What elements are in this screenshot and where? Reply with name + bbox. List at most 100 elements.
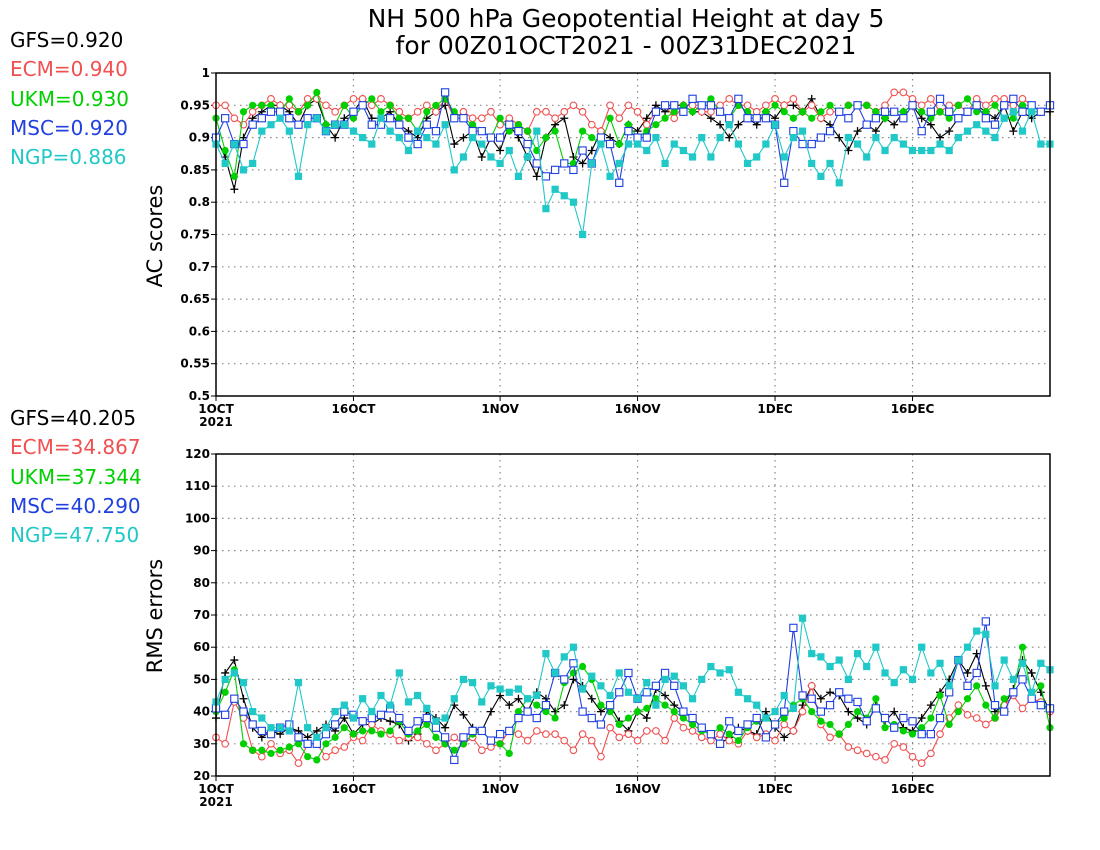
ac-ngp-point (927, 146, 935, 155)
rms-ukm-point (716, 724, 724, 732)
rms-ecm-point (908, 752, 917, 761)
ac-msc-point (1027, 101, 1036, 110)
ac-gfs-point (569, 152, 578, 161)
ac-ukm-point (304, 101, 312, 109)
ac-ecm-point (807, 101, 816, 110)
rms-ngp-point (368, 708, 376, 716)
ac-ngp-point (404, 146, 413, 155)
rms-msc-point (734, 726, 743, 736)
rms-msc-point (660, 668, 670, 678)
ac-msc-point (532, 159, 541, 168)
rms-msc-point (807, 694, 816, 703)
ac-ecm-point (606, 101, 614, 110)
ac-msc-point (1000, 101, 1009, 110)
rms-ngp-point (817, 653, 825, 661)
ac-ngp-point (432, 140, 440, 148)
rms-ukm-point (945, 720, 953, 729)
ac-ecm-point (826, 107, 834, 116)
rms-ngp-point (963, 643, 972, 651)
ac-ukm-point (294, 108, 303, 116)
ac-ngp-point (743, 159, 752, 168)
ac-ngp-point (835, 179, 843, 187)
rms-gfs-point (963, 668, 972, 677)
rms-msc-point (890, 723, 899, 732)
rms-ukm-point (1000, 695, 1008, 703)
rms-ngp-point (753, 701, 761, 709)
ac-x-tick-label: 16DEC (891, 402, 935, 416)
rms-gfs-point (486, 707, 495, 716)
ac-ukm-point (469, 121, 477, 129)
rms-ecm-point (615, 733, 624, 742)
ac-ngp-point (734, 140, 742, 148)
ac-ngp-point (377, 114, 385, 122)
ac-msc-point (523, 139, 532, 149)
ac-gfs-point (716, 120, 725, 129)
ac-ukm-point (954, 101, 962, 109)
ac-ngp-point (817, 172, 825, 180)
ac-ngp-point (1018, 127, 1027, 135)
ac-ngp-point (267, 121, 275, 129)
ac-gfs-point (477, 152, 486, 161)
rms-gfs-point (459, 710, 468, 719)
rms-x-tick-label: 16DEC (891, 782, 935, 796)
rms-ecm-point (872, 752, 880, 761)
ac-ukm-point (230, 172, 238, 180)
ac-ngp-point (230, 140, 238, 148)
ac-msc-point (816, 133, 826, 142)
rms-msc-point (926, 729, 936, 739)
rms-msc-point (422, 713, 431, 723)
ac-ukm-point (863, 101, 871, 109)
rms-ngp-point (230, 669, 238, 677)
ac-gfs-point (835, 133, 844, 142)
ac-x-tick-label: 1NOV (481, 402, 519, 416)
ac-gfs-point (587, 146, 596, 155)
ac-ecm-point (487, 107, 495, 116)
rms-ngp-point (349, 714, 358, 722)
ac-ecm-point (780, 101, 789, 110)
rms-gfs-point (826, 688, 835, 697)
rms-ngp-point (762, 714, 770, 722)
rms-ecm-point (624, 730, 633, 738)
ac-msc-point (248, 120, 257, 129)
rms-ngp-point (1009, 675, 1017, 683)
ac-ukm-point (404, 114, 413, 122)
ac-msc-point (706, 101, 716, 110)
rms-ngp-point (661, 675, 669, 683)
ac-ngp-point (872, 134, 880, 142)
ac-ecm-point (267, 94, 275, 103)
ac-ngp-point (294, 172, 303, 180)
ac-msc-point (752, 114, 761, 123)
rms-ecm-point (422, 739, 431, 748)
ac-ukm-point (386, 101, 394, 109)
ac-ngp-point (588, 159, 596, 168)
rms-msc-point (899, 713, 908, 723)
rms-ngp-point (908, 675, 917, 683)
rms-gfs-point (926, 701, 935, 710)
ac-ngp-point (423, 134, 431, 142)
rms-y-tick-label: 50 (193, 672, 210, 686)
ac-msc-point (1009, 94, 1018, 103)
rms-ukm-point (597, 701, 605, 709)
ac-ngp-point (359, 134, 367, 142)
rms-msc-point (844, 694, 853, 703)
rms-ecm-point (514, 730, 523, 738)
rms-ecm-point (340, 743, 349, 751)
ac-ukm-point (313, 88, 321, 96)
rms-ecm-point (331, 746, 339, 755)
rms-y-tick-label: 120 (185, 447, 210, 461)
rms-ngp-point (560, 653, 568, 661)
ac-ecm-point (587, 120, 596, 129)
rms-ukm-point (432, 733, 440, 741)
ac-ukm-point (899, 108, 907, 116)
rms-ngp-point (395, 669, 403, 677)
ac-ecm-point (642, 120, 651, 129)
ac-msc-point (285, 114, 294, 123)
ac-ngp-point (386, 127, 394, 135)
ac-ngp-point (853, 140, 862, 148)
rms-gfs-point (1027, 668, 1036, 677)
ac-msc-point (807, 139, 816, 149)
rms-ecm-point (661, 736, 669, 745)
rms-msc-point (706, 729, 716, 739)
ac-y-tick-label: 0.65 (180, 292, 210, 306)
